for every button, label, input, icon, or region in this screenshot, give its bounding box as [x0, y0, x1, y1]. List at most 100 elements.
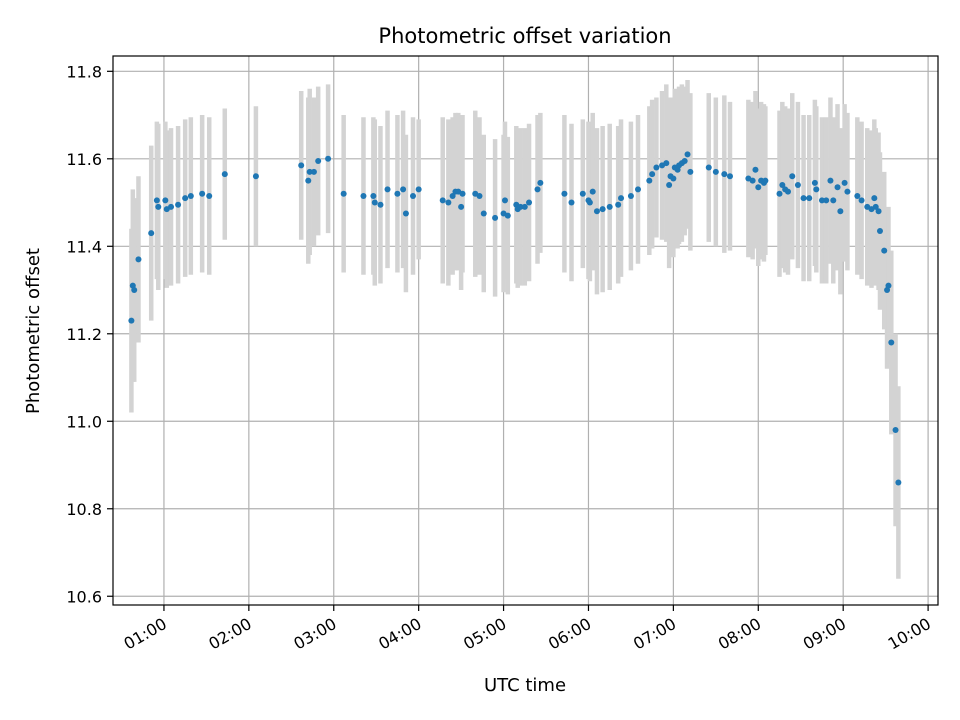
y-tick-label: 10.8 [66, 500, 102, 519]
y-ticks: 10.6 10.8 11.0 11.2 11.4 11.6 11.8 [66, 62, 113, 606]
data-point [439, 197, 446, 204]
data-point [128, 317, 135, 324]
data-point [646, 177, 653, 184]
data-point [492, 214, 499, 221]
data-point [568, 199, 575, 206]
data-point [325, 155, 332, 162]
data-point [377, 201, 384, 208]
data-point [371, 199, 378, 206]
data-point [892, 427, 899, 434]
data-point [504, 212, 511, 219]
data-point [895, 479, 902, 486]
y-tick-label: 11.6 [66, 150, 102, 169]
data-point [360, 192, 367, 199]
data-point [501, 197, 508, 204]
data-point [476, 192, 483, 199]
data-point [449, 192, 456, 199]
data-point [148, 230, 155, 237]
data-point [871, 195, 878, 202]
data-point [823, 197, 830, 204]
data-point [663, 160, 670, 167]
data-point [721, 171, 728, 178]
data-point [837, 208, 844, 215]
data-point [649, 171, 656, 178]
data-point [310, 168, 317, 175]
data-point [537, 179, 544, 186]
data-point [561, 190, 568, 197]
data-point [653, 164, 660, 171]
data-points [128, 151, 902, 486]
data-point [800, 195, 807, 202]
data-point [712, 168, 719, 175]
x-axis-title: UTC time [484, 675, 566, 696]
data-point [606, 203, 613, 210]
data-point [599, 206, 606, 213]
data-point [885, 282, 892, 289]
data-point [806, 195, 813, 202]
data-point [875, 208, 882, 215]
y-tick-label: 11.8 [66, 62, 102, 81]
data-point [162, 197, 169, 204]
data-point [615, 201, 622, 208]
data-point [306, 168, 313, 175]
data-point [811, 179, 818, 186]
data-point [881, 247, 888, 254]
data-point [779, 182, 786, 189]
plot-frame [112, 55, 939, 606]
y-tick-label: 11.4 [66, 237, 102, 256]
data-point [153, 197, 160, 204]
data-point [827, 177, 834, 184]
data-point [182, 195, 189, 202]
data-point [305, 177, 312, 184]
data-point [785, 188, 791, 195]
data-point [776, 190, 783, 197]
data-point [340, 190, 347, 197]
data-point [534, 186, 541, 193]
data-point [370, 192, 377, 199]
data-point [521, 203, 528, 210]
data-point [589, 188, 596, 195]
data-point [155, 203, 162, 210]
data-point [854, 192, 861, 199]
data-point [459, 190, 466, 197]
data-point [749, 177, 756, 184]
data-point [687, 168, 694, 175]
data-point [586, 199, 593, 206]
data-point [402, 210, 409, 217]
data-point [221, 171, 228, 178]
chart-title: Photometric offset variation [378, 24, 671, 48]
data-point [175, 201, 182, 208]
data-point [480, 210, 487, 217]
data-point [187, 192, 194, 199]
data-point [830, 197, 837, 204]
data-point [415, 186, 422, 193]
data-point [834, 184, 841, 191]
data-point [394, 190, 401, 197]
data-point [618, 195, 625, 202]
data-point [844, 188, 851, 195]
data-point [252, 173, 259, 180]
data-point [384, 186, 391, 193]
data-point [635, 186, 641, 193]
data-point [726, 173, 733, 180]
y-tick-label: 10.6 [66, 587, 102, 606]
data-point [841, 179, 848, 186]
data-point [206, 192, 213, 199]
data-point [670, 175, 677, 182]
data-point [752, 166, 759, 173]
data-point [593, 208, 600, 215]
data-point [876, 227, 883, 234]
data-point [755, 184, 762, 191]
data-point [445, 199, 452, 206]
data-point [199, 190, 206, 197]
data-point [818, 197, 825, 204]
y-tick-label: 11.0 [66, 412, 102, 431]
y-axis-title: Photometric offset [23, 248, 44, 414]
y-tick-label: 11.2 [66, 325, 102, 344]
data-point [458, 203, 465, 210]
data-point [681, 157, 688, 164]
data-point [762, 177, 769, 184]
data-point [705, 164, 712, 171]
data-point [813, 186, 820, 193]
